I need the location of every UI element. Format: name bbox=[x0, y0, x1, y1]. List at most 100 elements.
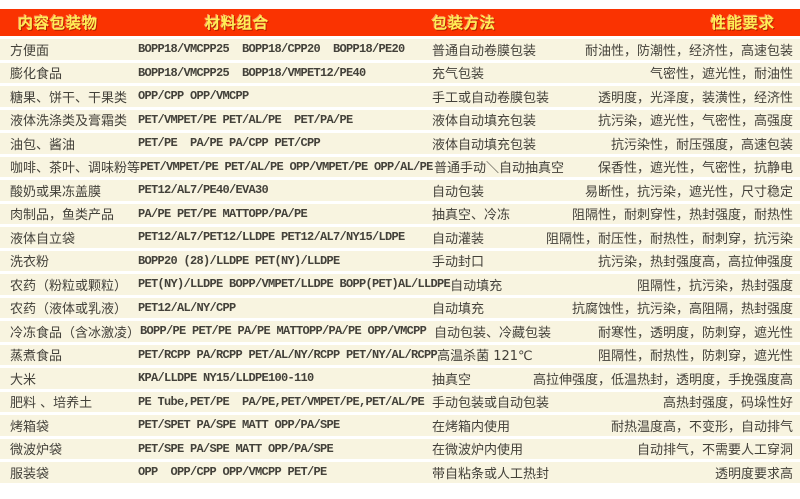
content-item-cell: 糖果、饼干、干果类 bbox=[10, 90, 128, 106]
table-row: 油包、酱油 PET/PE PA/PE PA/CPP PET/CPP 液体自动填充… bbox=[0, 133, 800, 154]
content-item-cell: 油包、酱油 bbox=[10, 137, 76, 153]
materials-cell: PA/PE PET/PE MATTOPP/PA/PE bbox=[138, 206, 308, 221]
requirements-cell: 高热封强度，码垛性好 bbox=[662, 396, 793, 412]
packaging-method-cell: 液体自动填充包装 bbox=[432, 114, 537, 130]
requirements-cell: 气密性，遮光性，耐油性 bbox=[649, 67, 793, 83]
materials-cell: BOPP20 (28)/LLDPE PET(NY)/LLDPE bbox=[138, 253, 340, 268]
materials-cell: PET/SPET PA/SPE MATT OPP/PA/SPE bbox=[138, 418, 340, 433]
materials-cell: PE Tube,PET/PE PA/PE,PET/VMPET/PE,PET/AL… bbox=[138, 394, 425, 409]
materials-cell: OPP OPP/CPP OPP/VMCPP PET/PE bbox=[138, 465, 327, 480]
content-item-cell: 肉制品，鱼类产品 bbox=[10, 208, 115, 224]
materials-cell: PET12/AL7/PE40/EVA30 bbox=[138, 183, 269, 198]
table-row: 烤箱袋 PET/SPET PA/SPE MATT OPP/PA/SPE 在烤箱内… bbox=[0, 415, 800, 436]
header-content-item: 内容包装物 bbox=[18, 14, 99, 32]
materials-cell: PET(NY)/LLDPE BOPP/VMPET/LLDPE BOPP(PET)… bbox=[138, 277, 451, 292]
requirements-cell: 易断性，抗污染，遮光性，尺寸稳定 bbox=[584, 184, 793, 200]
table-row: 服装袋 OPP OPP/CPP OPP/VMCPP PET/PE 带自粘条或人工… bbox=[0, 462, 800, 483]
requirements-cell: 耐寒性，透明度，防刺穿，遮光性 bbox=[597, 325, 793, 341]
materials-cell: PET/VMPET/PE PET/AL/PE OPP/VMPET/PE OPP/… bbox=[140, 159, 433, 174]
content-item-cell: 服装袋 bbox=[10, 466, 50, 482]
requirements-cell: 耐热温度高，不变形，自动排气 bbox=[610, 419, 793, 435]
packaging-method-cell: 手动包装或自动包装 bbox=[432, 396, 550, 412]
table-row: 肥料 、培养土 PE Tube,PET/PE PA/PE,PET/VMPET/P… bbox=[0, 391, 800, 412]
content-item-cell: 方便面 bbox=[10, 43, 50, 59]
packaging-method-cell: 手工或自动卷膜包装 bbox=[432, 90, 550, 106]
packaging-method-cell: 手动封口 bbox=[432, 255, 485, 271]
materials-cell: OPP/CPP OPP/VMCPP bbox=[138, 89, 249, 104]
table-row: 液体洗涤类及膏霜类 PET/VMPET/PE PET/AL/PE PET/PA/… bbox=[0, 109, 800, 130]
packaging-method-cell: 自动包装、冷藏包装 bbox=[434, 325, 552, 341]
materials-cell: BOPP/PE PET/PE PA/PE MATTOPP/PA/PE OPP/V… bbox=[140, 324, 427, 339]
content-item-cell: 酸奶或果冻盖膜 bbox=[10, 184, 102, 200]
table-row: 液体自立袋 PET12/AL7/PET12/LLDPE PET12/AL7/NY… bbox=[0, 227, 800, 248]
requirements-cell: 耐油性，防潮性，经济性，高速包装 bbox=[584, 43, 793, 59]
materials-cell: BOPP18/VMCPP25 BOPP18/CPP20 BOPP18/PE20 bbox=[138, 42, 405, 57]
content-item-cell: 膨化食品 bbox=[10, 67, 63, 83]
materials-cell: PET/PE PA/PE PA/CPP PET/CPP bbox=[138, 136, 321, 151]
packaging-method-cell: 普通自动卷膜包装 bbox=[432, 43, 537, 59]
content-item-cell: 农药（粉粒或颗粒） bbox=[10, 278, 128, 294]
requirements-cell: 抗腐蚀性，抗污染，高阻隔，热封强度 bbox=[571, 302, 793, 318]
table-row: 蒸煮食品 PET/RCPP PA/RCPP PET/AL/NY/RCPP PET… bbox=[0, 344, 800, 365]
packaging-method-cell: 自动填充 bbox=[450, 278, 503, 294]
content-item-cell: 农药（液体或乳液） bbox=[10, 302, 128, 318]
requirements-cell: 阻隔性，耐刺穿性，热封强度，耐热性 bbox=[571, 208, 793, 224]
content-item-cell: 咖啡、茶叶、调味粉等 bbox=[10, 161, 141, 177]
table-row: 糖果、饼干、干果类 OPP/CPP OPP/VMCPP 手工或自动卷膜包装 透明… bbox=[0, 86, 800, 107]
packaging-method-cell: 自动填充 bbox=[432, 302, 485, 318]
materials-cell: PET/SPE PA/SPE MATT OPP/PA/SPE bbox=[138, 441, 334, 456]
header-material-combination: 材料组合 bbox=[205, 14, 270, 32]
requirements-cell: 保香性，遮光性，气密性，抗静电 bbox=[597, 161, 793, 177]
table-row: 膨化食品 BOPP18/VMCPP25 BOPP18/VMPET12/PE40 … bbox=[0, 62, 800, 83]
content-item-cell: 液体自立袋 bbox=[10, 231, 76, 247]
table-row: 洗衣粉 BOPP20 (28)/LLDPE PET(NY)/LLDPE 手动封口… bbox=[0, 250, 800, 271]
content-item-cell: 洗衣粉 bbox=[10, 255, 50, 271]
table-row: 冷冻食品（含冰激凌） BOPP/PE PET/PE PA/PE MATTOPP/… bbox=[0, 321, 800, 342]
content-item-cell: 冷冻食品（含冰激凌） bbox=[10, 325, 141, 341]
table-row: 大米 KPA/LLDPE NY15/LLDPE100-110 抽真空 高拉伸强度… bbox=[0, 368, 800, 389]
packaging-method-cell: 充气包装 bbox=[432, 67, 485, 83]
materials-cell: PET12/AL7/PET12/LLDPE PET12/AL7/NY15/LDP… bbox=[138, 230, 405, 245]
packaging-method-cell: 在微波炉内使用 bbox=[432, 443, 524, 459]
requirements-cell: 阻隔性，抗污染，热封强度 bbox=[636, 278, 793, 294]
materials-cell: PET12/AL/NY/CPP bbox=[138, 300, 236, 315]
requirements-cell: 抗污染，遮光性，气密性，高强度 bbox=[597, 114, 793, 130]
requirements-cell: 抗污染性，耐压强度，高速包装 bbox=[610, 137, 793, 153]
requirements-cell: 自动排气，不需要人工穿洞 bbox=[636, 443, 793, 459]
table-row: 微波炉袋 PET/SPE PA/SPE MATT OPP/PA/SPE 在微波炉… bbox=[0, 438, 800, 459]
content-item-cell: 微波炉袋 bbox=[10, 443, 63, 459]
requirements-cell: 透明度要求高 bbox=[714, 466, 793, 482]
packaging-method-cell: 高温杀菌 121℃ bbox=[437, 349, 533, 365]
table-row: 方便面 BOPP18/VMCPP25 BOPP18/CPP20 BOPP18/P… bbox=[0, 39, 800, 60]
header-performance-requirements: 性能要求 bbox=[710, 14, 775, 32]
requirements-cell: 高拉伸强度，低温热封，透明度，手挽强度高 bbox=[532, 372, 793, 388]
packaging-method-cell: 普通手动＼自动抽真空 bbox=[434, 161, 565, 177]
content-item-cell: 烤箱袋 bbox=[10, 419, 50, 435]
requirements-cell: 阻隔性，耐热性，防刺穿，遮光性 bbox=[597, 349, 793, 365]
packaging-method-cell: 自动灌装 bbox=[432, 231, 485, 247]
packaging-method-cell: 液体自动填充包装 bbox=[432, 137, 537, 153]
table-row: 农药（粉粒或颗粒） PET(NY)/LLDPE BOPP/VMPET/LLDPE… bbox=[0, 274, 800, 295]
content-item-cell: 肥料 、培养土 bbox=[10, 396, 93, 412]
content-item-cell: 液体洗涤类及膏霜类 bbox=[10, 114, 128, 130]
table-row: 咖啡、茶叶、调味粉等 PET/VMPET/PE PET/AL/PE OPP/VM… bbox=[0, 156, 800, 177]
content-item-cell: 蒸煮食品 bbox=[10, 349, 63, 365]
requirements-cell: 阻隔性，耐压性，耐热性，耐刺穿，抗污染 bbox=[545, 231, 793, 247]
table-row: 酸奶或果冻盖膜 PET12/AL7/PE40/EVA30 自动包装 易断性，抗污… bbox=[0, 180, 800, 201]
materials-cell: PET/RCPP PA/RCPP PET/AL/NY/RCPP PET/NY/A… bbox=[138, 347, 438, 362]
materials-cell: PET/VMPET/PE PET/AL/PE PET/PA/PE bbox=[138, 112, 353, 127]
table-row: 肉制品，鱼类产品 PA/PE PET/PE MATTOPP/PA/PE 抽真空、… bbox=[0, 203, 800, 224]
packaging-materials-table: 内容包装物 材料组合 包装方法 性能要求 方便面 BOPP18/VMCPP25 … bbox=[0, 9, 800, 499]
materials-cell: BOPP18/VMCPP25 BOPP18/VMPET12/PE40 bbox=[138, 65, 366, 80]
packaging-method-cell: 抽真空 bbox=[432, 372, 472, 388]
packaging-method-cell: 带自粘条或人工热封 bbox=[432, 466, 550, 482]
requirements-cell: 抗污染，热封强度高，高拉伸强度 bbox=[597, 255, 793, 271]
table-body: 方便面 BOPP18/VMCPP25 BOPP18/CPP20 BOPP18/P… bbox=[0, 39, 800, 483]
content-item-cell: 大米 bbox=[10, 372, 37, 388]
packaging-method-cell: 自动包装 bbox=[432, 184, 485, 200]
header-packaging-method: 包装方法 bbox=[432, 14, 497, 32]
materials-cell: KPA/LLDPE NY15/LLDPE100-110 bbox=[138, 371, 314, 386]
packaging-method-cell: 在烤箱内使用 bbox=[432, 419, 511, 435]
requirements-cell: 透明度，光泽度，装潢性，经济性 bbox=[597, 90, 793, 106]
table-row: 农药（液体或乳液） PET12/AL/NY/CPP 自动填充 抗腐蚀性，抗污染，… bbox=[0, 297, 800, 318]
